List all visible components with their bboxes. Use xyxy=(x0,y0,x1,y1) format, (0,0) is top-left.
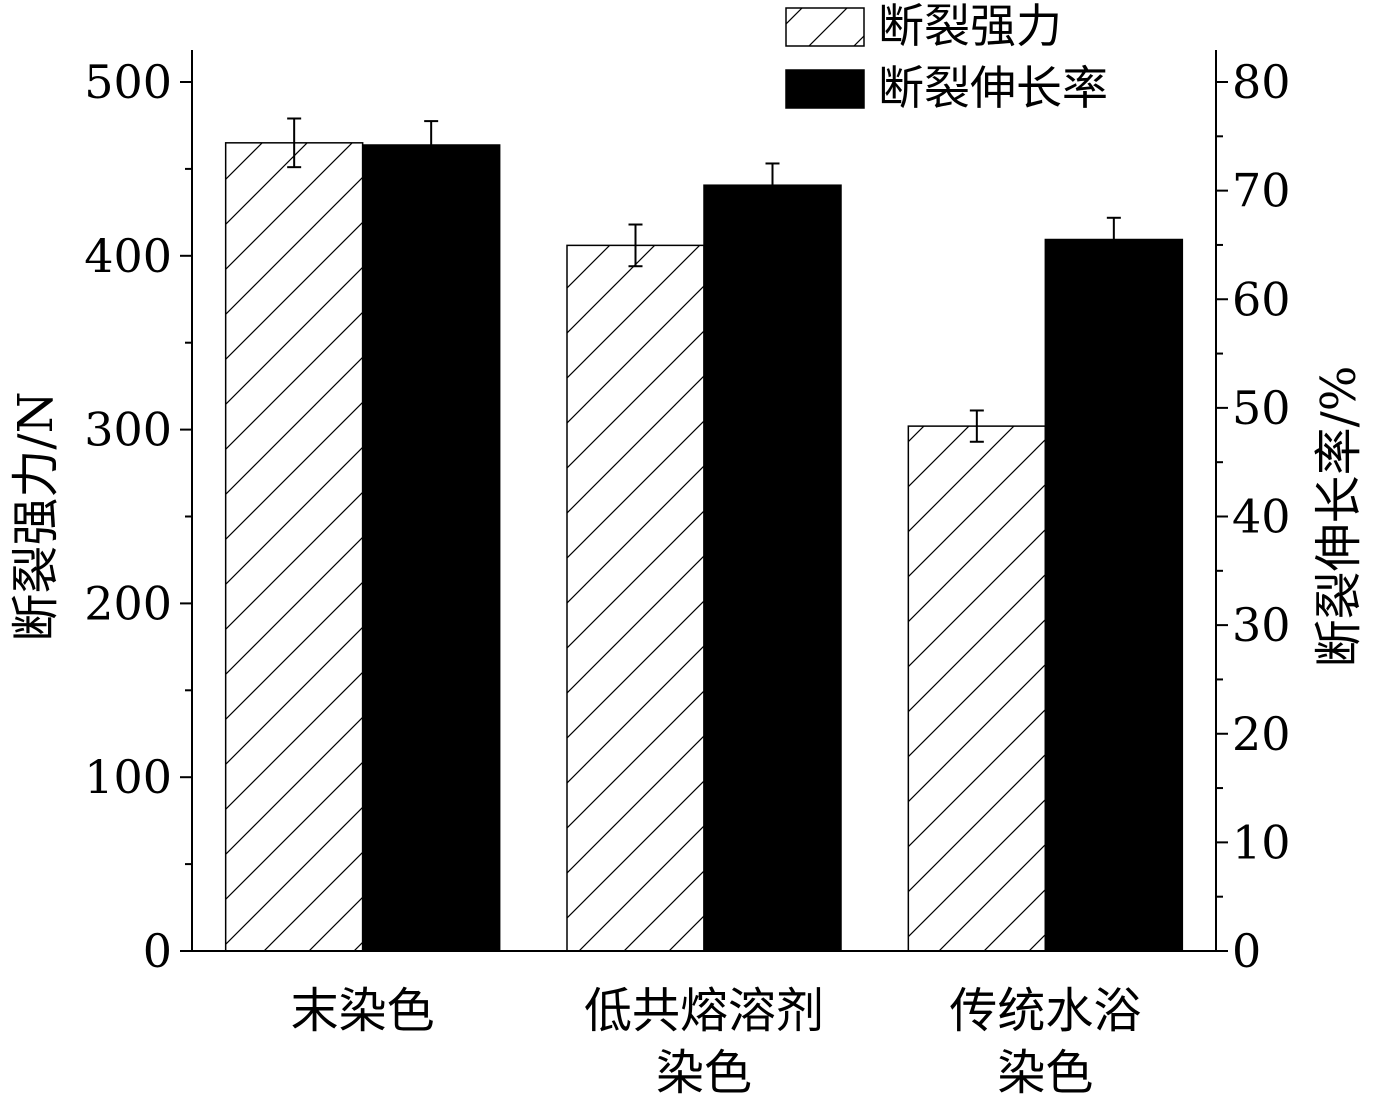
y-left-tick-label: 500 xyxy=(84,55,172,109)
legend-label-0: 断裂强力 xyxy=(878,0,1062,53)
y-left-tick-label: 0 xyxy=(143,924,172,978)
y-right-tick-label: 60 xyxy=(1232,272,1291,326)
x-tick-label-line: 末染色 xyxy=(291,983,435,1039)
y-right-tick-label: 80 xyxy=(1232,55,1291,109)
error-bar-elongation-0 xyxy=(424,120,439,170)
y-right-tick-label: 30 xyxy=(1232,598,1291,652)
legend-label-1: 断裂伸长率 xyxy=(878,61,1108,115)
bar-elongation-1 xyxy=(703,184,842,952)
x-tick-label-2: 传统水浴染色 xyxy=(949,983,1141,1101)
error-bar-strength-0 xyxy=(287,117,302,169)
bar-elongation-0 xyxy=(361,144,501,952)
axes-layer: 0 100 200 300 400 500 0 10 20 30 40 50 60 70 80 末染色 低共熔溶… xyxy=(8,50,1367,1101)
y-right-tick-label: 0 xyxy=(1232,924,1261,978)
bar-strength-0 xyxy=(224,142,364,952)
x-tick-label-line: 染色 xyxy=(997,1045,1093,1101)
x-tick-label-1: 低共熔溶剂染色 xyxy=(584,983,824,1101)
error-bar-strength-2 xyxy=(969,409,984,443)
y-axis-right-title: 断裂伸长率/% xyxy=(1311,366,1367,668)
bar-strength-1 xyxy=(566,244,705,952)
x-tick-label-line: 染色 xyxy=(656,1045,752,1101)
x-tick-label-line: 低共熔溶剂 xyxy=(584,983,824,1039)
bar-elongation-2 xyxy=(1044,238,1184,952)
legend-swatch-0 xyxy=(785,7,865,47)
y-right-tick-label: 20 xyxy=(1232,707,1291,761)
y-right-tick-label: 50 xyxy=(1232,381,1291,435)
x-tick-label-line: 传统水浴 xyxy=(949,983,1141,1039)
y-right-tick-label: 10 xyxy=(1232,815,1291,869)
bars-layer xyxy=(224,117,1184,952)
x-tick-label-0: 末染色 xyxy=(291,983,435,1039)
error-bar-strength-1 xyxy=(628,223,643,268)
legend-swatch-1 xyxy=(785,69,865,109)
y-right-tick-label: 40 xyxy=(1232,490,1291,544)
error-bar-elongation-1 xyxy=(765,162,780,208)
bar-strength-2 xyxy=(907,425,1047,952)
y-axis-left-title: 断裂强力/N xyxy=(8,391,64,641)
y-left-tick-label: 400 xyxy=(84,229,172,283)
y-left-tick-label: 100 xyxy=(84,750,172,804)
y-right-tick-label: 70 xyxy=(1232,164,1291,218)
y-left-tick-label: 300 xyxy=(84,403,172,457)
y-left-tick-label: 200 xyxy=(84,576,172,630)
error-bar-elongation-2 xyxy=(1106,216,1121,263)
